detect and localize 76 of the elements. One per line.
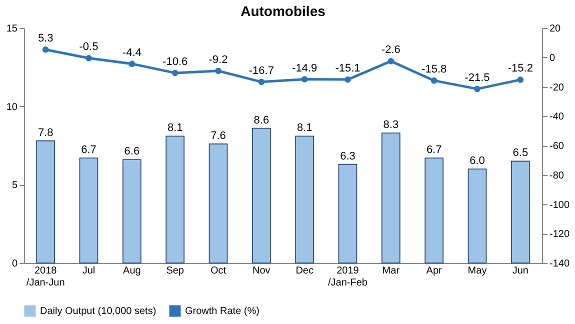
data-label: -9.2	[208, 54, 228, 66]
point	[301, 76, 308, 82]
bar	[36, 140, 55, 264]
data-label: 6.7	[81, 144, 96, 156]
y2-tick-label: -120	[550, 229, 570, 240]
point	[215, 68, 222, 74]
x-tick-label: Jun	[512, 266, 528, 276]
legend-label: Daily Output (10,000 sets)	[40, 306, 156, 317]
data-label: -2.6	[381, 44, 400, 56]
point	[517, 76, 524, 83]
bar	[468, 168, 487, 264]
point	[128, 60, 136, 67]
x-tick-label: Jul	[82, 266, 96, 276]
y2-tick-label: -140	[550, 258, 570, 270]
data-label: -4.4	[122, 46, 142, 59]
bar	[79, 158, 98, 264]
bar	[122, 159, 142, 264]
bar	[252, 128, 271, 264]
point	[258, 78, 265, 86]
bar	[208, 144, 228, 264]
x-tick-label: 2018 /Jan-Jun	[26, 266, 65, 288]
y2-tick-label: 0	[550, 52, 556, 64]
data-label: 6.6	[124, 146, 140, 158]
bar	[166, 136, 184, 264]
point	[430, 77, 438, 84]
data-label: -15.1	[335, 62, 360, 75]
legend-label: Growth Rate (%)	[185, 306, 260, 317]
data-label: -21.5	[464, 72, 490, 84]
y2-tick-label: -100	[550, 200, 570, 211]
point	[42, 46, 49, 53]
bar	[382, 132, 400, 264]
y2-tick-label: -80	[550, 170, 564, 182]
bar	[424, 158, 444, 264]
point	[86, 54, 92, 62]
x-tick-label: May	[468, 266, 487, 276]
data-label: -15.2	[508, 62, 533, 75]
x-tick-label: Aug	[123, 266, 141, 276]
point	[474, 86, 480, 92]
data-label: 6.5	[512, 147, 528, 160]
y-tick-label: 15	[6, 24, 18, 34]
y-tick-label: 10	[6, 102, 18, 113]
chart-title: Automobiles	[240, 3, 326, 19]
y2-tick-label: 20	[550, 24, 562, 34]
x-tick-label: Dec	[296, 266, 314, 276]
data-label: -16.7	[248, 64, 274, 77]
y2-tick-label: -20	[550, 82, 564, 94]
data-label: -10.6	[162, 56, 188, 68]
data-label: 8.3	[383, 118, 399, 131]
data-label: 6.3	[340, 150, 356, 162]
y2-tick-label: -60	[550, 141, 564, 152]
point	[388, 58, 394, 64]
x-tick-label: 2019 /Jan-Feb	[328, 266, 368, 288]
x-tick-label: Oct	[210, 266, 226, 276]
y-tick-label: 5	[12, 180, 18, 192]
data-label: 6.0	[470, 155, 485, 167]
data-label: -0.5	[79, 41, 98, 54]
data-label: 8.6	[254, 114, 270, 126]
x-tick-label: Apr	[426, 266, 443, 276]
data-label: 8.1	[167, 122, 183, 134]
y2-tick-label: -40	[550, 112, 564, 123]
x-tick-label: Mar	[382, 266, 400, 276]
x-tick-label: Sep	[166, 266, 184, 276]
y-tick-label: 0	[12, 258, 18, 270]
data-label: 7.6	[210, 130, 226, 142]
point	[172, 70, 178, 76]
data-label: -15.8	[422, 64, 447, 76]
data-label: 5.3	[38, 32, 54, 45]
bar	[295, 136, 314, 264]
bar	[338, 164, 358, 264]
data-label: -14.9	[292, 62, 318, 74]
data-label: 6.7	[426, 144, 442, 156]
point	[344, 76, 351, 83]
data-label: 7.8	[38, 126, 54, 139]
data-label: 8.1	[296, 122, 312, 134]
bar	[511, 160, 530, 264]
x-tick-label: Nov	[252, 266, 270, 276]
